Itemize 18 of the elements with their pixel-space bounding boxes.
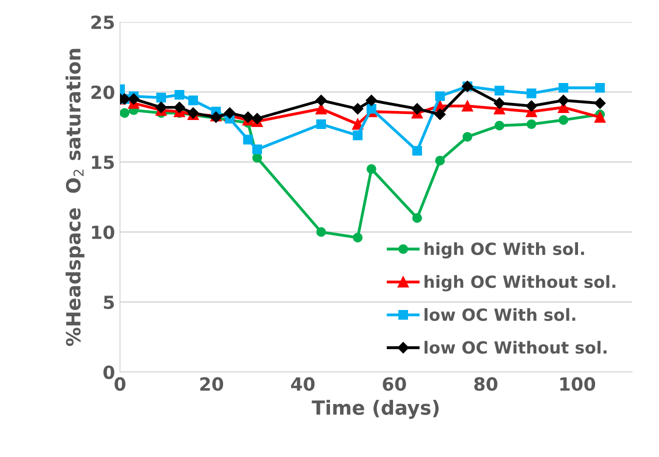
y-tick-label: 10 — [92, 225, 114, 240]
y-tick-label: 25 — [91, 15, 114, 30]
x-axis-title: Time (days) — [312, 400, 439, 419]
y-tick-label: 15 — [92, 156, 114, 170]
x-tick-label: 60 — [382, 377, 406, 391]
y-tick-label: 5 — [104, 296, 114, 310]
x-tick-label: 80 — [474, 377, 498, 391]
y-tick-label: 0 — [103, 365, 114, 380]
legend-label: high OC Without sol. — [424, 275, 616, 292]
y-tick-label: 20 — [91, 85, 114, 100]
y-axis-title: %Headspace O$_{2}$ saturation — [66, 48, 84, 346]
legend-label: low OC Without sol. — [424, 340, 606, 354]
x-tick-label: 20 — [200, 377, 224, 391]
x-tick-label: 0 — [114, 377, 126, 391]
legend-label: high OC With sol. — [424, 242, 584, 258]
x-tick-label: 40 — [291, 377, 315, 391]
legend-label: low OC With sol. — [424, 308, 576, 321]
x-tick-label: 100 — [560, 377, 596, 391]
